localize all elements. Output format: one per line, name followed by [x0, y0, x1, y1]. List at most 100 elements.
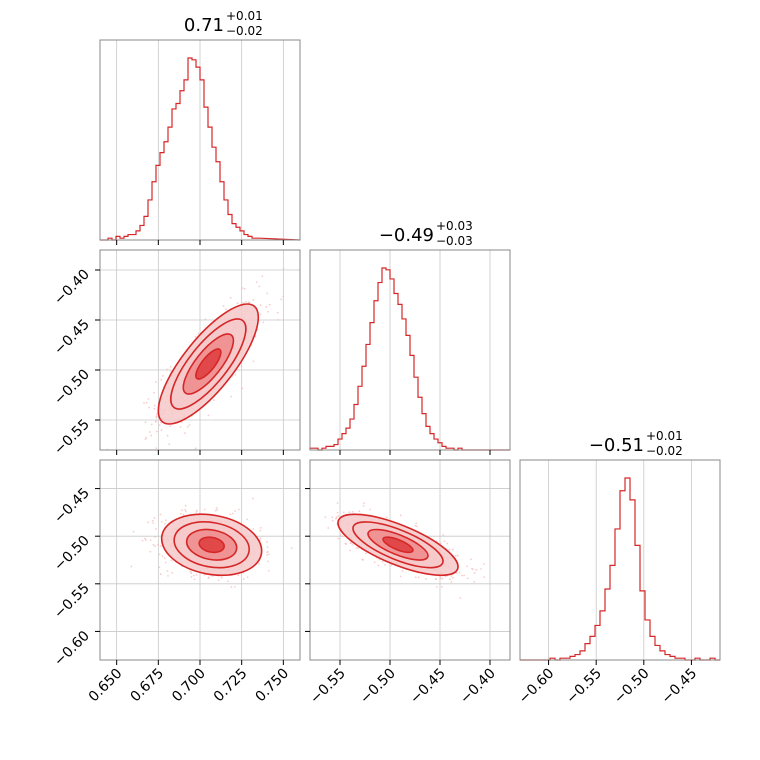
- sample-point: [240, 365, 243, 367]
- sample-point: [217, 579, 220, 582]
- sample-point: [186, 426, 189, 428]
- sample-point: [377, 564, 380, 567]
- sample-point: [483, 563, 485, 565]
- sample-point: [336, 511, 339, 514]
- sample-point: [171, 571, 174, 574]
- panel-title-1: −0.49 +0.03−0.03: [379, 219, 473, 248]
- sample-point: [158, 566, 161, 569]
- sample-point: [150, 423, 153, 426]
- sample-point: [159, 513, 162, 516]
- sample-point: [381, 560, 384, 563]
- sample-point: [207, 414, 210, 417]
- sample-point: [255, 281, 258, 284]
- histogram-line: [520, 477, 720, 661]
- sample-point: [350, 541, 352, 544]
- sample-point: [241, 387, 244, 390]
- sample-point: [446, 542, 449, 545]
- panel-grid-1-1: [339, 250, 491, 450]
- sample-point: [243, 287, 246, 290]
- x-tick-label: −0.50: [357, 666, 399, 708]
- sample-point: [337, 537, 340, 540]
- sample-point: [182, 513, 185, 516]
- sample-point: [276, 311, 279, 314]
- sample-point: [448, 548, 451, 551]
- sample-point: [155, 430, 158, 433]
- sample-point: [336, 502, 339, 504]
- sample-point: [229, 296, 232, 299]
- sample-point: [169, 478, 171, 480]
- sample-point: [197, 332, 200, 335]
- sample-point: [351, 543, 354, 546]
- panel-title-0: 0.71 +0.01−0.02: [184, 9, 263, 38]
- sample-point: [212, 399, 215, 401]
- y-tick-label: −0.50: [51, 367, 93, 409]
- sample-point: [161, 374, 164, 377]
- x-tick-label: −0.45: [407, 666, 449, 708]
- x-tick-label: −0.55: [563, 666, 605, 708]
- sample-point: [158, 553, 161, 556]
- sample-point: [331, 519, 334, 522]
- sample-point: [229, 513, 232, 516]
- sample-point: [152, 543, 155, 546]
- sample-point: [261, 275, 264, 278]
- sample-point: [232, 512, 234, 515]
- sample-point: [349, 549, 352, 552]
- contour-level: [198, 536, 225, 554]
- sample-point: [169, 365, 172, 368]
- y-tick-label: −0.55: [51, 417, 93, 459]
- sample-point: [168, 443, 171, 446]
- sample-point: [150, 434, 153, 437]
- sample-point: [439, 577, 442, 580]
- sample-point: [192, 574, 195, 577]
- sample-point: [246, 576, 249, 579]
- sample-point: [153, 391, 155, 394]
- panel-frame-2-1: [309, 459, 511, 661]
- sample-point: [153, 517, 156, 519]
- x-tick-label: −0.55: [307, 666, 349, 708]
- sample-point: [390, 564, 393, 567]
- sample-point: [204, 318, 207, 321]
- sample-point: [190, 572, 193, 574]
- sample-point: [345, 543, 348, 545]
- title-median: −0.51: [589, 435, 644, 456]
- sample-point: [259, 526, 262, 529]
- sample-point: [159, 573, 162, 575]
- sample-point: [241, 301, 243, 304]
- sample-point: [196, 509, 198, 512]
- sample-point: [147, 397, 150, 400]
- panel-content: [310, 502, 486, 599]
- sample-point: [241, 287, 244, 290]
- title-plus: +0.01: [226, 9, 263, 23]
- sample-point: [475, 569, 478, 571]
- sample-point: [267, 310, 269, 313]
- panel-frame-1-1: [309, 249, 511, 451]
- sample-point: [195, 511, 198, 513]
- sample-point: [365, 552, 367, 555]
- sample-point: [373, 561, 376, 564]
- sample-point: [234, 510, 236, 512]
- sample-point: [154, 381, 157, 383]
- y-tick-label: −0.60: [51, 628, 93, 670]
- sample-point: [203, 508, 206, 511]
- sample-point: [339, 533, 342, 536]
- y-tick-label: −0.45: [51, 485, 93, 527]
- sample-point: [362, 504, 365, 507]
- sample-point: [440, 542, 442, 545]
- sample-point: [449, 578, 451, 581]
- sample-point: [246, 518, 249, 521]
- title-median: −0.49: [379, 225, 434, 246]
- sample-point: [130, 565, 133, 568]
- sample-point: [473, 572, 476, 574]
- sample-point: [259, 529, 262, 532]
- sample-point: [361, 558, 364, 561]
- sample-point: [473, 580, 476, 583]
- x-tick-label: −0.40: [457, 666, 499, 708]
- sample-point: [157, 543, 159, 546]
- sample-point: [483, 576, 486, 579]
- panel-frame-2-2: [519, 459, 721, 661]
- sample-point: [258, 563, 261, 565]
- sample-point: [153, 407, 156, 410]
- sample-point: [415, 525, 418, 528]
- sample-point: [155, 447, 158, 450]
- sample-point: [461, 574, 463, 577]
